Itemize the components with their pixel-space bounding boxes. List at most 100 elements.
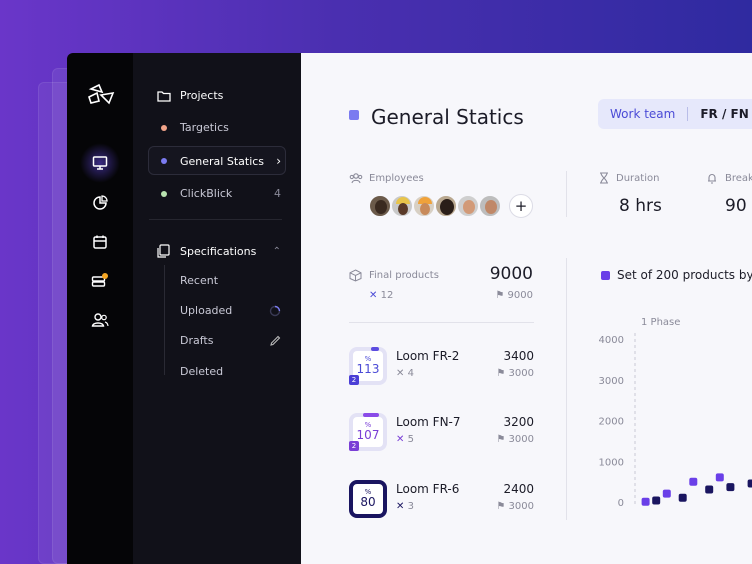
y-tick-label: 3000	[599, 376, 624, 387]
product-x-count: ✕ 3	[396, 501, 414, 512]
product-flag-value: 3000	[508, 368, 534, 379]
y-tick-label: 4000	[599, 335, 624, 346]
product-name: Loom FN-7	[396, 415, 461, 429]
flag-icon: ⚑	[496, 501, 506, 512]
badge-count: 2	[349, 441, 359, 451]
sidebar-item-targetics[interactable]: Targetics	[161, 121, 229, 134]
product-name: Loom FR-6	[396, 482, 460, 496]
title-color-square	[349, 110, 359, 120]
main-panel: General Statics Work team FR / FN Sp Emp…	[301, 53, 752, 564]
avatar[interactable]	[390, 194, 414, 218]
product-flag: ⚑ 3000	[496, 434, 534, 445]
work-team-label: Work team	[598, 107, 689, 121]
final-products-flag: ⚑ 9000	[495, 290, 533, 301]
pencil-icon	[270, 335, 281, 346]
x-icon: ✕	[396, 368, 405, 379]
users-icon[interactable]	[87, 307, 113, 333]
break-value: 90	[725, 196, 747, 216]
final-products-x-count: 12	[380, 290, 394, 301]
data-point	[641, 497, 650, 506]
projects-header[interactable]: Projects	[157, 89, 223, 102]
document-copy-icon	[157, 244, 170, 258]
chart-legend-square	[601, 271, 610, 280]
item-count: 4	[274, 187, 281, 200]
spec-item-uploaded[interactable]: Uploaded	[180, 304, 281, 317]
data-point	[689, 477, 698, 486]
duration-header: Duration	[599, 172, 659, 184]
product-flag: ⚑ 3000	[496, 501, 534, 512]
chevron-up-icon: ⌃	[272, 245, 281, 257]
avatar[interactable]	[368, 194, 392, 218]
y-tick-label: 0	[618, 498, 624, 509]
monitor-icon[interactable]	[80, 143, 120, 183]
duration-value: 8 hrs	[619, 196, 662, 216]
percent-badge: % 80	[349, 480, 387, 518]
data-point	[747, 479, 752, 488]
product-x-count: ✕ 4	[396, 368, 414, 379]
specifications-header[interactable]: Specifications ⌃	[157, 244, 281, 258]
calendar-icon[interactable]	[87, 229, 113, 255]
product-row-loom-fr-6[interactable]: % 80 Loom FR-6 ✕ 3 2400 ⚑ 3000	[349, 480, 534, 520]
hourglass-icon	[600, 172, 608, 184]
x-icon: ✕	[396, 434, 405, 445]
specifications-label: Specifications	[180, 244, 257, 258]
sidebar-item-label: General Statics	[180, 154, 265, 168]
avatar[interactable]	[478, 194, 502, 218]
percent-value: 107	[356, 427, 380, 442]
spec-item-recent[interactable]: Recent	[180, 274, 218, 287]
sidebar-item-general-statics[interactable]: General Statics ›	[161, 154, 281, 168]
employee-avatars	[368, 194, 502, 218]
work-team-selector[interactable]: Work team FR / FN Sp	[598, 99, 752, 129]
final-products-flag-value: 9000	[507, 290, 533, 301]
percent-sign: %	[364, 354, 372, 363]
work-team-value: FR / FN Sp	[700, 107, 752, 121]
duration-label: Duration	[616, 172, 660, 184]
break-label: Break	[725, 172, 752, 184]
loading-spinner-icon	[269, 305, 281, 316]
projects-label: Projects	[180, 89, 224, 102]
chevron-right-icon: ›	[276, 154, 281, 168]
product-flag: ⚑ 3000	[496, 368, 534, 379]
avatar[interactable]	[412, 194, 436, 218]
database-alert-icon[interactable]	[87, 268, 113, 294]
product-name: Loom FR-2	[396, 349, 460, 363]
product-x-value: 4	[407, 368, 414, 379]
scatter-chart: 1 Phase4000300020001000012 pm2 p✕✕	[599, 317, 752, 509]
data-point	[652, 496, 661, 505]
pie-chart-icon[interactable]	[87, 190, 113, 216]
progress-arc	[371, 347, 379, 351]
final-products-x: ✕ 12	[369, 290, 393, 301]
spec-item-label: Deleted	[180, 365, 224, 378]
product-value: 3200	[503, 415, 534, 429]
product-row-loom-fr-2[interactable]: % 113 2 Loom FR-2 ✕ 4 3400 ⚑ 3000	[349, 347, 534, 387]
product-row-loom-fn-7[interactable]: % 107 2 Loom FN-7 ✕ 5 3200 ⚑ 3000	[349, 413, 534, 453]
x-icon: ✕	[369, 290, 378, 301]
data-point	[705, 485, 714, 494]
avatar[interactable]	[434, 194, 458, 218]
data-point	[715, 473, 724, 482]
employees-label: Employees	[369, 172, 424, 184]
alarm-bell-icon	[708, 174, 716, 184]
tree-line	[164, 265, 165, 375]
badge-count: 2	[349, 375, 359, 385]
final-products-label: Final products	[369, 270, 439, 281]
y-tick-label: 2000	[599, 417, 624, 428]
products-divider	[349, 322, 534, 323]
chart-divider	[566, 258, 567, 520]
percent-sign: %	[364, 487, 372, 496]
sidebar-item-clickblick[interactable]: ClickBlick 4	[161, 187, 281, 200]
active-item-highlight	[148, 146, 286, 175]
percent-badge: % 113 2	[349, 347, 387, 385]
avatar[interactable]	[456, 194, 480, 218]
spec-item-deleted[interactable]: Deleted	[180, 365, 223, 378]
data-point	[678, 493, 687, 502]
spec-item-label: Uploaded	[180, 304, 233, 317]
add-employee-button[interactable]: +	[509, 194, 533, 218]
sidebar-item-label: ClickBlick	[180, 187, 233, 200]
projects-sidebar: Projects Targetics General Statics › Cli…	[133, 53, 301, 564]
spec-item-drafts[interactable]: Drafts	[180, 334, 281, 347]
product-flag-value: 3000	[508, 434, 534, 445]
icon-rail	[67, 53, 133, 564]
final-products-total: 9000	[489, 264, 533, 284]
flag-icon: ⚑	[496, 434, 506, 445]
